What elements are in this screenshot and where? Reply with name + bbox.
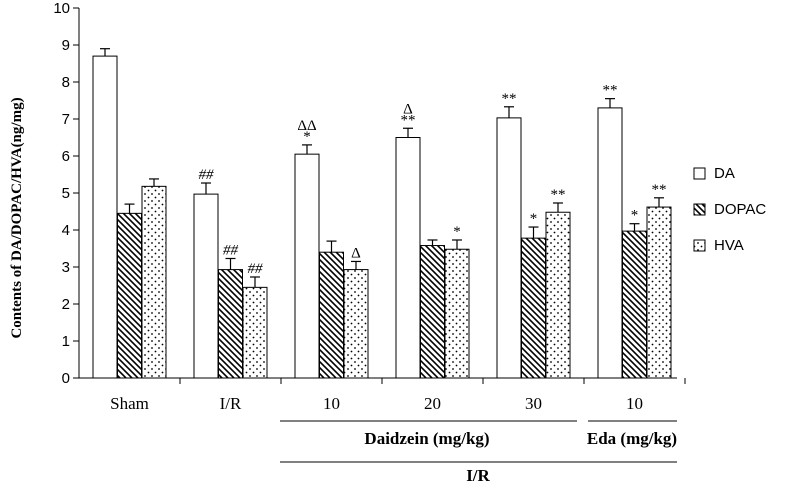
significance-mark: * (453, 224, 461, 240)
bars (92, 55, 672, 379)
y-tick-label: 6 (62, 148, 70, 165)
bar-da (294, 153, 320, 379)
bar-hva (646, 206, 672, 379)
legend-label-dopac: DOPAC (714, 201, 766, 218)
legend: DA DOPAC HVA (693, 165, 766, 254)
bar-da (193, 193, 219, 379)
significance-annotations: ##*ΔΔ **Δ****##* *##Δ*** ** (199, 83, 667, 277)
legend-swatch-dopac (693, 203, 706, 216)
significance-mark: * (303, 129, 311, 145)
significance-mark: Δ (351, 245, 361, 261)
bar-hva (343, 269, 369, 379)
error-bars (100, 48, 664, 288)
y-tick-label: 0 (62, 370, 70, 387)
y-tick-label: 9 (62, 37, 70, 54)
y-tick-label: 5 (62, 185, 70, 202)
y-tick-label: 8 (62, 74, 70, 91)
x-category-label: 10 (626, 394, 643, 413)
bar-dopac (622, 230, 647, 379)
x-category-label: Sham (110, 394, 149, 413)
x-category-label: I/R (220, 394, 242, 413)
daidzein-group-label: Daidzein (mg/kg) (364, 429, 489, 448)
significance-mark: ## (248, 261, 264, 277)
y-tick-label: 4 (62, 222, 70, 239)
bar-hva (545, 211, 571, 379)
eda-group-label: Eda (mg/kg) (587, 429, 677, 448)
bar-dopac (117, 212, 142, 379)
bar-dopac (319, 251, 344, 379)
group-labels: Daidzein (mg/kg) Eda (mg/kg) I/R (280, 420, 677, 485)
bar-da (395, 137, 421, 379)
significance-mark: ** (603, 83, 618, 99)
bar-hva (444, 248, 470, 379)
legend-label-hva: HVA (714, 237, 744, 254)
significance-mark: * (631, 208, 639, 224)
category-labels: Sham I/R 10 20 30 10 (110, 394, 643, 413)
significance-mark: ## (199, 167, 215, 183)
significance-mark: ΔΔ (297, 118, 317, 134)
axes (78, 8, 677, 379)
legend-swatch-hva (693, 239, 706, 252)
x-category-label: 20 (424, 394, 441, 413)
bar-da (92, 55, 118, 379)
y-ticks: 0 1 2 3 4 5 6 7 8 9 10 (53, 0, 79, 387)
significance-mark: Δ (403, 101, 413, 117)
x-category-separators (179, 378, 686, 384)
bar-dopac (420, 245, 445, 379)
y-tick-label: 10 (53, 0, 70, 17)
significance-mark: ** (652, 182, 667, 198)
significance-mark: ** (502, 91, 517, 107)
bar-hva (141, 185, 167, 379)
significance-mark: ** (551, 187, 566, 203)
significance-mark: ## (223, 242, 239, 258)
bar-da (496, 117, 522, 379)
ir-group-label: I/R (466, 466, 490, 485)
x-category-label: 30 (525, 394, 542, 413)
significance-mark: * (530, 211, 538, 227)
bar-dopac (521, 237, 546, 379)
significance-mark: ** (401, 112, 416, 128)
legend-swatch-da (693, 167, 706, 180)
legend-label-da: DA (714, 165, 735, 182)
y-tick-label: 3 (62, 259, 70, 276)
bar-hva (242, 286, 268, 379)
y-tick-label: 1 (62, 333, 70, 350)
bar-da (597, 107, 623, 379)
y-tick-label: 2 (62, 296, 70, 313)
y-axis-label: Contents of DA/DOPAC/HVA(ng/mg) (9, 97, 25, 338)
x-category-label: 10 (323, 394, 340, 413)
bar-dopac (218, 269, 243, 379)
y-tick-label: 7 (62, 111, 70, 128)
